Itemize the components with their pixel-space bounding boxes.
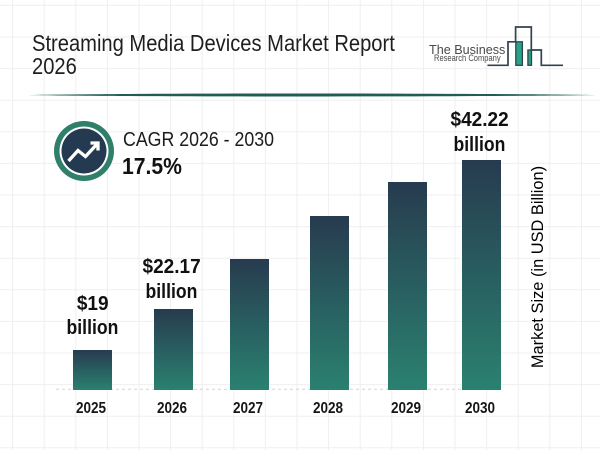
svg-text:The Business: The Business [429,43,505,57]
svg-text:Research Company: Research Company [434,53,501,63]
